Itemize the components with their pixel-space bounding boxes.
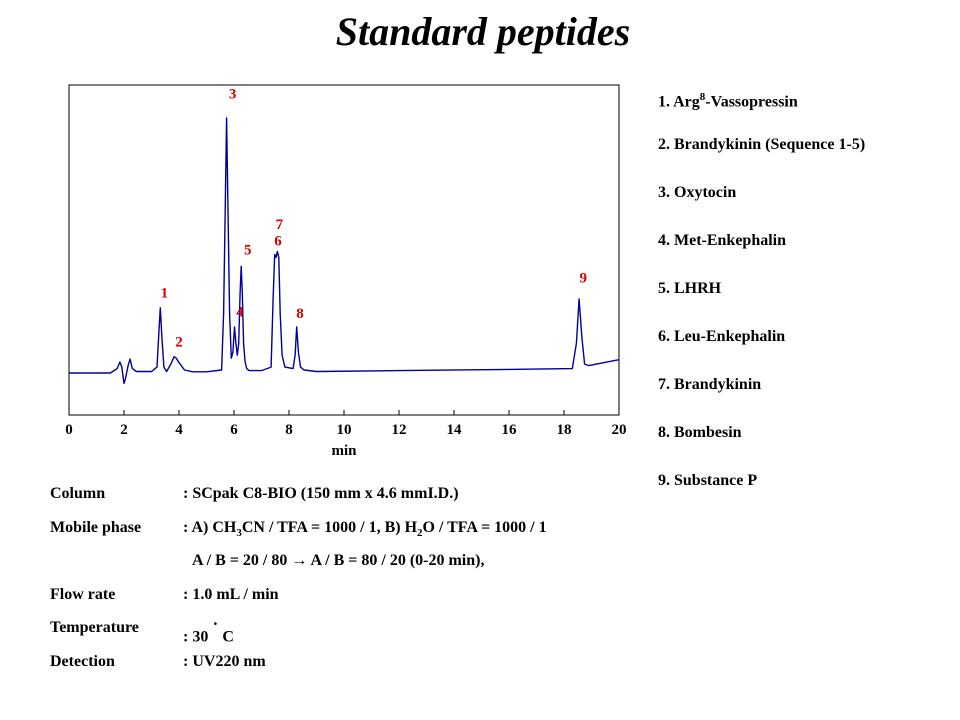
x-axis-label: min: [331, 443, 357, 459]
peak-labels: 1 2 3 4 5 67 8 9: [161, 87, 587, 351]
legend-item: 5. LHRH: [658, 280, 722, 297]
peak-label-6: 6: [274, 234, 282, 250]
legend-item: 9. Substance P: [658, 472, 758, 489]
peak-label-2: 2: [175, 334, 183, 350]
mobile-phase-label: Mobile phase: [50, 518, 142, 536]
legend-item: 7. Brandykinin: [658, 376, 762, 393]
x-tick-label: 0: [65, 422, 73, 438]
x-tick-label: 6: [230, 422, 238, 438]
legend-item: 4. Met-Enkephalin: [658, 232, 787, 249]
x-tick-label: 12: [392, 422, 407, 438]
legend-item: 1. Arg8-Vassopressin: [658, 91, 798, 111]
series-line: [69, 117, 620, 385]
peak-legend: 1. Arg8-Vassopressin 2. Brandykinin (Seq…: [658, 86, 898, 518]
gradient-value: A / B = 20 / 80 → A / B = 80 / 20 (0-20 …: [192, 552, 485, 569]
legend-item: 2. Brandykinin (Sequence 1-5): [658, 136, 866, 153]
column-label: Column: [50, 485, 106, 502]
legend-item: 3. Oxytocin: [658, 184, 737, 201]
x-tick-label: 8: [285, 422, 293, 438]
temperature-label: Temperature: [50, 619, 139, 636]
peak-label-4: 4: [236, 305, 244, 321]
peak-label-7: 7: [276, 217, 284, 233]
detection-label: Detection: [50, 652, 115, 670]
x-tick-label: 4: [175, 422, 183, 438]
peak-label-8: 8: [296, 306, 304, 322]
peak-label-5: 5: [244, 242, 252, 258]
x-tick-label: 14: [447, 422, 463, 438]
plot-frame: [68, 84, 620, 416]
detection-value: : UV220 nm: [183, 652, 266, 670]
peak-label-3: 3: [229, 87, 237, 103]
x-axis-ticks: 0 2 4 6 8 10 12 14 16 18 20: [65, 410, 627, 438]
column-value: : SCpak C8-BIO (150 mm x 4.6 mmI.D.): [183, 485, 459, 502]
peak-label-1: 1: [161, 285, 169, 301]
legend-item: 8. Bombesin: [658, 424, 742, 441]
mobile-phase-value: : A) CH3CN / TFA = 1000 / 1, B) H2O / TF…: [183, 518, 547, 539]
legend-item: 6. Leu-Enkephalin: [658, 328, 786, 345]
x-tick-label: 16: [502, 422, 518, 438]
temperature-value: : 30 ˙ C: [183, 619, 234, 646]
x-tick-label: 20: [612, 422, 627, 438]
x-tick-label: 10: [337, 422, 352, 438]
flow-rate-value: : 1.0 mL / min: [183, 585, 279, 603]
x-tick-label: 18: [557, 422, 572, 438]
slide-title: Standard peptides: [335, 9, 631, 54]
x-tick-label: 2: [120, 422, 128, 438]
peak-label-9: 9: [580, 271, 588, 287]
flow-rate-label: Flow rate: [50, 585, 116, 603]
